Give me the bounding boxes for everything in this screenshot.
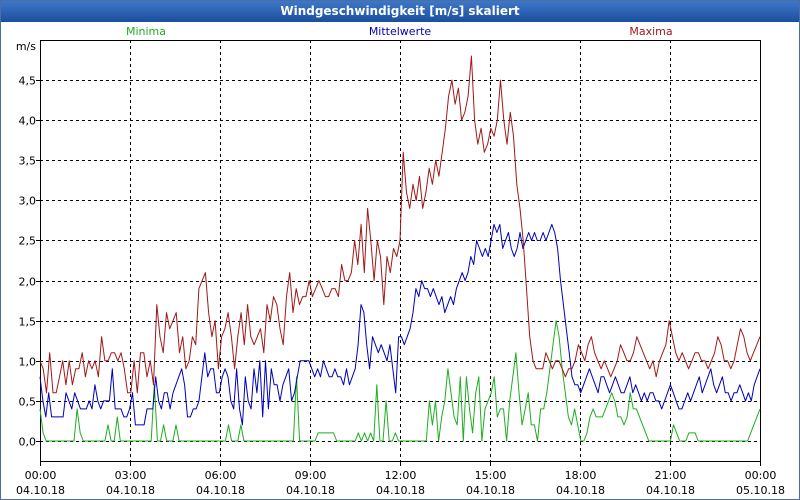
y-tick-label: 0,0 <box>19 436 37 449</box>
y-axis-label: m/s <box>16 40 36 53</box>
grid-lines <box>40 40 760 461</box>
y-tick-label: 4,5 <box>19 75 37 88</box>
series-line-minima <box>39 320 761 442</box>
x-tick-date: 04.10.18 <box>376 484 425 497</box>
legend: Minima Mittelwerte Maxima <box>126 25 673 38</box>
x-tick-date: 04.10.18 <box>16 484 65 497</box>
x-tick-date: 04.10.18 <box>646 484 695 497</box>
legend-entry-maxima: Maxima <box>629 25 672 38</box>
x-tick-date: 04.10.18 <box>286 484 335 497</box>
x-tick-date: 04.10.18 <box>196 484 245 497</box>
x-tick-time: 12:00 <box>385 469 417 482</box>
x-tick-time: 06:00 <box>205 469 237 482</box>
x-tick-date: 04.10.18 <box>556 484 605 497</box>
x-tick-time: 21:00 <box>655 469 687 482</box>
x-tick-time: 09:00 <box>295 469 327 482</box>
y-tick-label: 3,5 <box>19 155 37 168</box>
y-tick-label: 1,5 <box>19 316 37 329</box>
y-tick-label: 2,5 <box>19 235 37 248</box>
axis-labels: 0,0 0,5 1,0 1,5 2,0 2,5 3,0 3,5 4,0 4,5 m/s 00:00 04… <box>16 40 785 497</box>
y-tick-label: 4,0 <box>19 115 37 128</box>
series-line-maxima <box>39 55 761 394</box>
y-tick-label: 1,0 <box>19 356 37 369</box>
y-tick-label: 0,5 <box>19 396 37 409</box>
x-tick-date: 05.10.18 <box>736 484 785 497</box>
x-tick-time: 00:00 <box>745 469 777 482</box>
legend-entry-minima: Minima <box>126 25 166 38</box>
series-group <box>39 55 761 442</box>
legend-entry-mittelwerte: Mittelwerte <box>369 25 432 38</box>
window-title: Windgeschwindigkeit [m/s] skaliert <box>1 1 799 22</box>
y-tick-label: 2,0 <box>19 276 37 289</box>
x-tick-time: 00:00 <box>25 469 57 482</box>
x-tick-date: 04.10.18 <box>466 484 515 497</box>
x-tick-time: 15:00 <box>475 469 507 482</box>
x-tick-date: 04.10.18 <box>106 484 155 497</box>
y-tick-label: 3,0 <box>19 195 37 208</box>
x-tick-time: 18:00 <box>565 469 597 482</box>
x-tick-time: 03:00 <box>115 469 147 482</box>
series-line-mittelwerte <box>39 223 761 426</box>
